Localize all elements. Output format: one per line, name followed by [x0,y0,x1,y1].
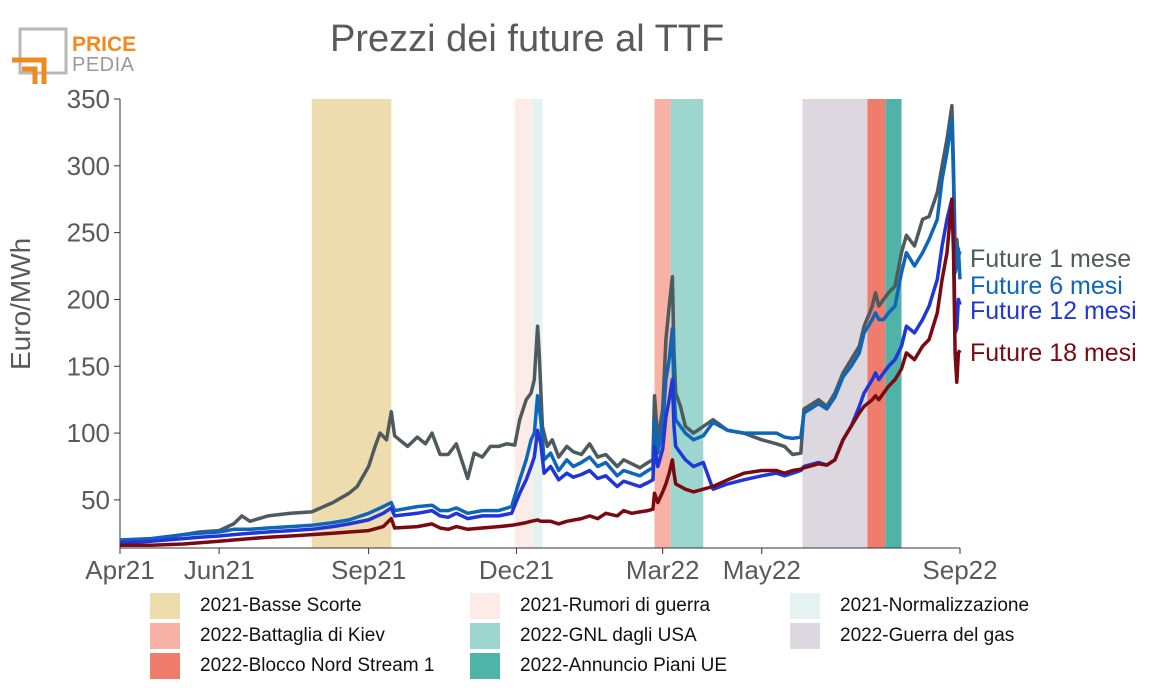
x-tick-label: Sep21 [331,555,406,585]
y-tick-label: 250 [67,218,110,248]
pricepedia-logo: PRICE PEDIA [12,27,136,84]
period-band-5 [802,99,868,548]
legend-swatch [790,593,820,619]
series-line-3 [120,197,962,548]
period-band-7 [885,99,902,548]
x-tick-label: Jun21 [184,555,255,585]
x-tick-label: Apr21 [85,555,154,585]
series-line-1 [119,117,962,542]
series-label-1: Future 6 mesi [970,272,1123,300]
legend-swatch [150,593,180,619]
period-bands [311,99,902,548]
logo-text-pedia: PEDIA [72,54,135,76]
legend-item: 2021-Basse Scorte [150,592,362,620]
y-tick-label: 350 [67,84,110,114]
period-band-4 [670,99,704,548]
period-band-2 [532,99,543,548]
legend-label: 2022-GNL dagli USA [520,625,697,646]
period-band-1 [514,99,533,548]
y-tick-label: 50 [81,485,110,515]
series-label-0: Future 1 mese [970,245,1131,273]
axes: 50 100 150 200 250 300 350 Apr21 Jun21 Sep21 Dec21… [67,84,998,585]
legend-label: 2022-Annuncio Piani UE [520,655,728,676]
chart-plot: 50 100 150 200 250 300 350 Apr21 Jun21 Sep21 Dec21… [67,84,1137,585]
series-lines [119,103,962,548]
legend-item: 2022-Battaglia di Kiev [150,622,385,650]
y-tick-label: 150 [67,351,110,381]
legend-swatch [150,623,180,649]
series-line-0 [119,103,962,544]
legend-swatch [470,593,500,619]
legend-item: 2022-Annuncio Piani UE [470,652,727,680]
legend-item: 2022-Guerra del gas [790,622,1014,650]
legend-label: 2022-Battaglia di Kiev [200,625,385,646]
legend-label: 2021-Normalizzazione [840,595,1030,616]
x-tick-label: Dec21 [479,555,554,585]
y-tick-label: 200 [67,284,110,314]
legend-label: 2021-Rumori di guerra [520,595,711,616]
period-band-0 [311,99,392,548]
legend-item: 2021-Rumori di guerra [470,592,710,620]
legend-item: 2021-Normalizzazione [790,592,1029,620]
logo-mark-icon [12,27,68,84]
legend-swatch [790,623,820,649]
series-label-2: Future 12 mesi [970,297,1137,325]
chart-title: Prezzi dei future al TTF [330,18,725,60]
series-line-2 [119,197,962,545]
legend-label: 2022-Blocco Nord Stream 1 [200,655,435,676]
legend-swatch [470,653,500,679]
legend-swatch [470,623,500,649]
x-tick-label: May22 [723,555,801,585]
series-label-3: Future 18 mesi [970,339,1137,367]
legend: 2021-Basse Scorte 2021-Rumori di guerra 20… [150,592,1110,682]
legend-item: 2022-GNL dagli USA [470,622,697,650]
x-tick-label: Sep22 [922,555,997,585]
y-tick-label: 100 [67,418,110,448]
x-tick-label: Mar22 [626,555,700,585]
legend-swatch [150,653,180,679]
y-tick-label: 300 [67,151,110,181]
period-band-6 [867,99,886,548]
legend-label: 2022-Guerra del gas [840,625,1015,646]
legend-item: 2022-Blocco Nord Stream 1 [150,652,434,680]
legend-label: 2021-Basse Scorte [200,595,362,616]
logo-text-price: PRICE [72,33,136,56]
